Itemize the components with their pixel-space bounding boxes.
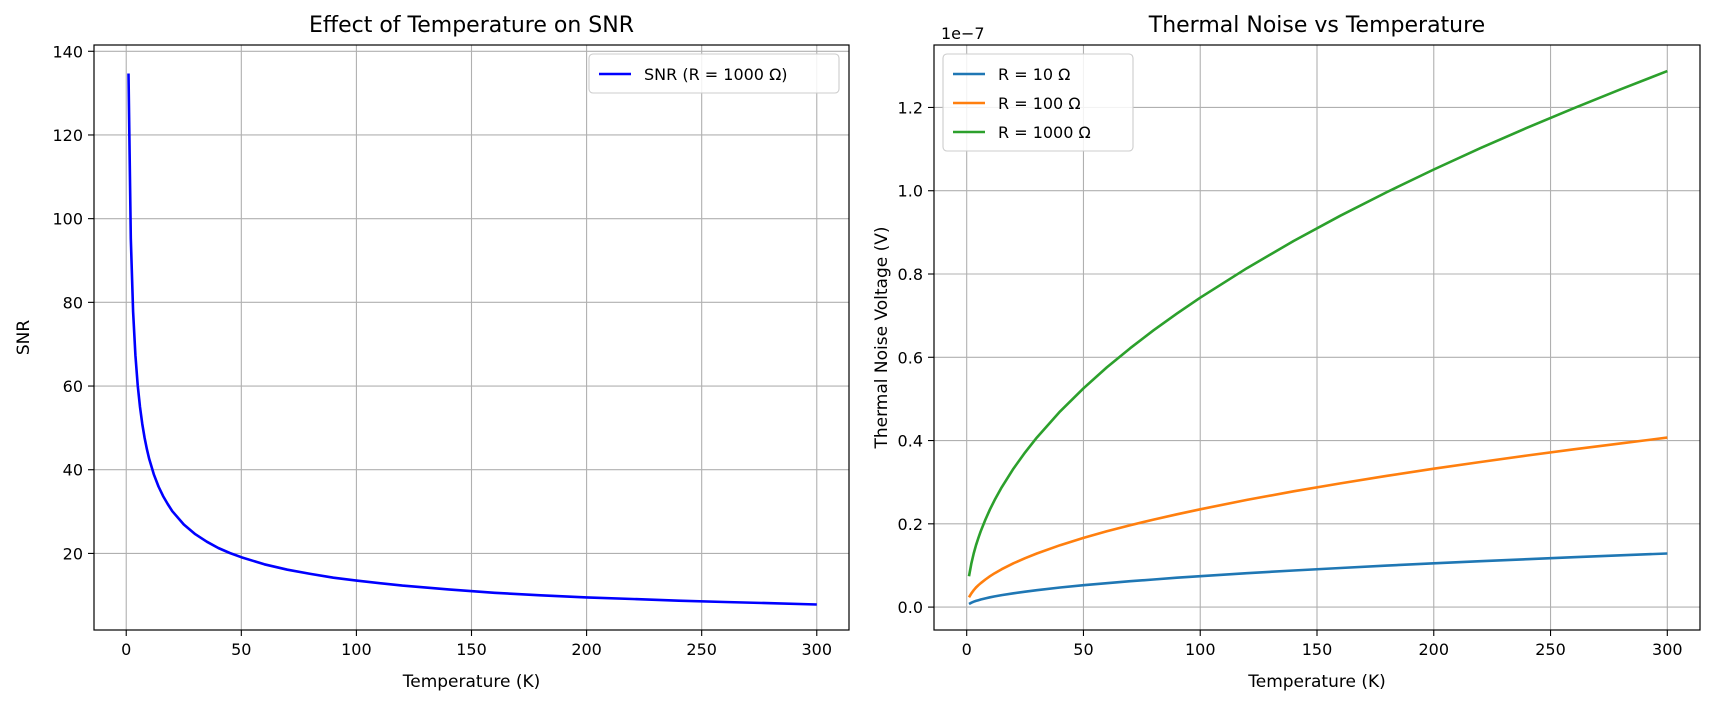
snr-plot: 0 50 100 150 200 250 300 20 40 60 80 100 120 140 Eff… (14, 13, 850, 692)
noise-y-axis-label: Thermal Noise Voltage (V) (872, 226, 892, 449)
snr-grid (94, 45, 849, 630)
noise-legend: R = 10 Ω R = 100 Ω R = 1000 Ω (942, 53, 1134, 152)
noise-legend-label: R = 100 Ω (998, 94, 1081, 113)
snr-y-tick-label: 80 (63, 293, 83, 312)
snr-x-ticks: 0 50 100 150 200 250 300 (121, 630, 832, 659)
snr-chart-title: Effect of Temperature on SNR (309, 13, 634, 38)
noise-y-ticks: 0.0 0.2 0.4 0.6 0.8 1.0 1.2 (898, 98, 934, 617)
noise-x-tick-label: 50 (1073, 640, 1093, 659)
snr-y-tick-label: 40 (63, 461, 83, 480)
snr-x-axis-label: Temperature (K) (402, 672, 541, 692)
snr-x-tick-label: 250 (686, 640, 717, 659)
noise-legend-label: R = 1000 Ω (998, 123, 1091, 142)
noise-x-tick-label: 0 (962, 640, 972, 659)
thermal-noise-plot: 0 50 100 150 200 250 300 0.0 0.2 0.4 0.6 0.8 1.0 1.2… (872, 13, 1701, 692)
noise-x-tick-label: 300 (1652, 640, 1683, 659)
noise-y-tick-label: 0.8 (898, 265, 923, 284)
snr-y-ticks: 20 40 60 80 100 120 140 (52, 42, 94, 563)
snr-x-tick-label: 100 (341, 640, 372, 659)
snr-x-tick-label: 0 (121, 640, 131, 659)
snr-y-tick-label: 140 (52, 42, 83, 61)
snr-legend-label: SNR (R = 1000 Ω) (644, 65, 788, 84)
noise-x-axis-label: Temperature (K) (1247, 672, 1386, 692)
noise-y-tick-label: 0.0 (898, 598, 923, 617)
snr-y-tick-label: 120 (52, 126, 83, 145)
noise-y-tick-label: 0.6 (898, 348, 923, 367)
noise-series-group (967, 69, 1668, 606)
snr-x-tick-label: 200 (571, 640, 602, 659)
noise-x-tick-label: 200 (1418, 640, 1449, 659)
snr-legend-box (588, 53, 840, 94)
noise-chart-title: Thermal Noise vs Temperature (1148, 13, 1485, 38)
snr-x-tick-label: 50 (231, 640, 251, 659)
snr-x-tick-label: 150 (456, 640, 487, 659)
noise-y-offset-label: 1e−7 (941, 24, 985, 43)
noise-legend-label: R = 10 Ω (998, 65, 1070, 84)
noise-series-line (968, 552, 1668, 606)
noise-x-tick-label: 250 (1535, 640, 1566, 659)
noise-y-tick-label: 1.2 (898, 98, 923, 117)
noise-legend-box (942, 53, 1134, 152)
snr-series-line (127, 73, 817, 606)
noise-series-line (967, 436, 1668, 598)
snr-y-tick-label: 60 (63, 377, 83, 396)
snr-legend: SNR (R = 1000 Ω) (588, 53, 840, 94)
noise-y-tick-label: 0.2 (898, 515, 923, 534)
noise-x-tick-label: 150 (1302, 640, 1333, 659)
snr-x-tick-label: 300 (802, 640, 833, 659)
snr-y-axis-label: SNR (14, 320, 34, 356)
noise-y-tick-label: 1.0 (898, 182, 923, 201)
snr-series-group (127, 73, 817, 606)
noise-x-tick-label: 100 (1185, 640, 1216, 659)
noise-y-tick-label: 0.4 (898, 432, 923, 451)
noise-series-line (967, 69, 1668, 577)
noise-x-ticks: 0 50 100 150 200 250 300 (962, 630, 1683, 659)
snr-y-tick-label: 100 (52, 210, 83, 229)
snr-y-tick-label: 20 (63, 544, 83, 563)
